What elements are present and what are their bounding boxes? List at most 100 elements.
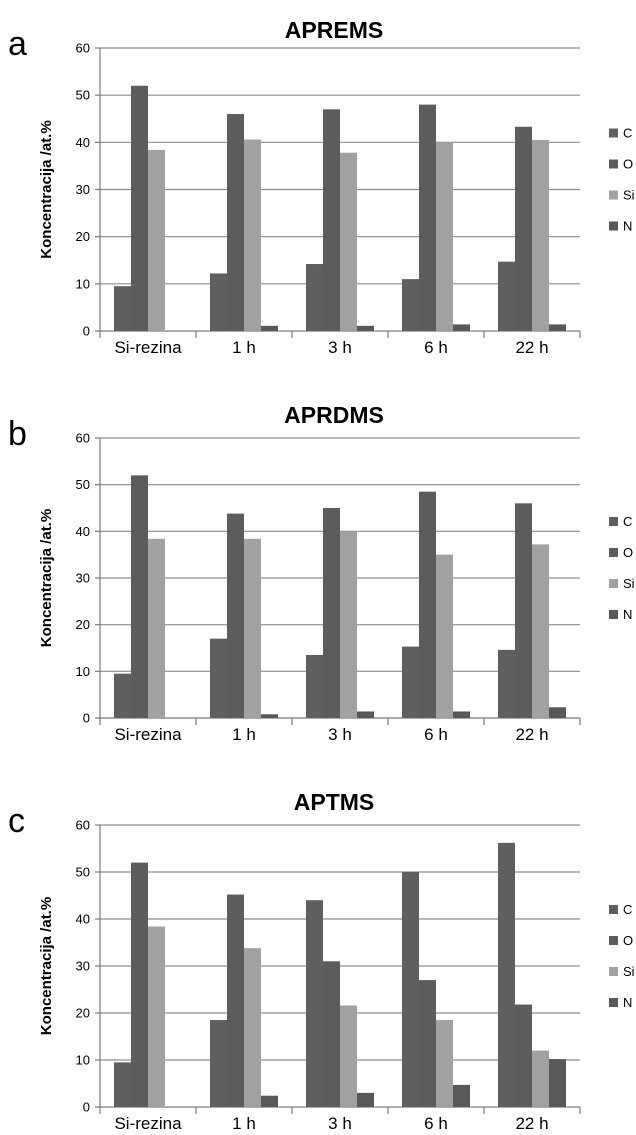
x-category-label: 6 h [424, 338, 448, 357]
legend-label-si: Si [623, 964, 635, 979]
bar-si-3 [436, 142, 453, 331]
y-tick-label: 50 [76, 88, 90, 103]
bar-c-4 [498, 842, 515, 1107]
chart-panel-a: APREMS a 0 10 20 30 40 50 60 Koncentracija /at.% S… [8, 17, 635, 357]
bar-o-2 [323, 508, 340, 718]
bar-si-0 [148, 149, 165, 331]
bar-n-4 [549, 324, 566, 331]
legend-label-o: O [623, 545, 633, 560]
bar-n-2 [357, 325, 374, 331]
bar-c-1 [210, 1020, 227, 1107]
bar-c-0 [114, 286, 131, 331]
bar-si-1 [244, 538, 261, 718]
bar-si-1 [244, 948, 261, 1107]
y-tick-label: 60 [76, 818, 90, 833]
bar-si-2 [340, 531, 357, 718]
bar-o-0 [131, 85, 148, 331]
bar-c-4 [498, 261, 515, 331]
bar-o-3 [419, 491, 436, 718]
panel-letter: c [8, 802, 25, 840]
legend-label-o: O [623, 157, 633, 172]
bar-o-0 [131, 862, 148, 1107]
legend-swatch-n [609, 221, 618, 231]
legend-swatch-n [609, 998, 618, 1007]
x-category-label: 1 h [232, 338, 256, 357]
y-tick-label: 40 [76, 524, 90, 539]
legend-label-c: C [623, 126, 632, 141]
bar-c-4 [498, 649, 515, 718]
bar-o-4 [515, 126, 532, 331]
legend-label-o: O [623, 933, 633, 948]
bar-si-4 [532, 139, 549, 331]
bar-si-0 [148, 538, 165, 718]
y-tick-label: 40 [76, 135, 90, 150]
y-tick-label: 20 [76, 229, 90, 244]
y-tick-label: 0 [83, 324, 90, 339]
bar-o-4 [515, 1004, 532, 1107]
x-category-label: 22 h [515, 338, 548, 357]
bar-c-3 [402, 646, 419, 718]
y-tick-label: 20 [76, 617, 90, 632]
bar-c-0 [114, 673, 131, 718]
y-axis-label: Koncentracija /at.% [38, 120, 55, 258]
chart-title: APTMS [294, 789, 375, 815]
bar-c-3 [402, 279, 419, 331]
bar-si-0 [148, 926, 165, 1107]
bar-c-2 [306, 655, 323, 718]
bar-o-2 [323, 961, 340, 1107]
x-category-label: 6 h [424, 1114, 448, 1133]
panel-letter: a [8, 25, 27, 63]
bar-c-2 [306, 900, 323, 1107]
y-tick-label: 50 [76, 865, 90, 880]
legend-swatch-si [609, 967, 618, 976]
y-tick-label: 30 [76, 182, 90, 197]
x-category-label: 1 h [232, 725, 256, 744]
chart-title: APRDMS [284, 402, 384, 428]
bar-c-1 [210, 273, 227, 331]
y-tick-label: 10 [76, 276, 90, 291]
legend-swatch-si [609, 190, 618, 200]
x-category-label: 22 h [515, 725, 548, 744]
legend-swatch-n [609, 610, 618, 619]
legend-label-n: N [623, 219, 632, 234]
legend-swatch-c [609, 128, 618, 138]
legend-label-n: N [623, 995, 632, 1010]
bar-c-2 [306, 264, 323, 331]
bar-o-4 [515, 503, 532, 718]
legend-label-c: C [623, 514, 632, 529]
y-tick-label: 60 [76, 41, 90, 56]
bar-n-4 [549, 707, 566, 718]
bar-n-2 [357, 1092, 374, 1107]
bar-o-3 [419, 104, 436, 331]
bar-n-4 [549, 1059, 566, 1107]
chart-panel-b: APRDMS b 0 10 20 30 40 50 60 Koncentracija /at.% S… [8, 402, 635, 744]
bar-si-1 [244, 139, 261, 331]
x-category-label: 1 h [232, 1114, 256, 1133]
bar-n-1 [261, 714, 278, 718]
y-tick-label: 30 [76, 571, 90, 586]
bar-n-1 [261, 1095, 278, 1107]
y-tick-label: 10 [76, 664, 90, 679]
bar-n-2 [357, 711, 374, 718]
bar-n-3 [453, 711, 470, 718]
y-tick-label: 30 [76, 959, 90, 974]
y-tick-label: 10 [76, 1053, 90, 1068]
y-tick-label: 20 [76, 1006, 90, 1021]
y-tick-label: 40 [76, 912, 90, 927]
x-category-label: 3 h [328, 338, 352, 357]
bar-c-1 [210, 638, 227, 718]
bar-o-3 [419, 980, 436, 1107]
bar-si-2 [340, 1005, 357, 1107]
legend-label-si: Si [623, 576, 635, 591]
bar-n-1 [261, 325, 278, 331]
legend-label-si: Si [623, 188, 635, 203]
legend-swatch-c [609, 905, 618, 914]
legend-label-n: N [623, 607, 632, 622]
bar-n-3 [453, 1084, 470, 1107]
bar-si-4 [532, 1050, 549, 1107]
bar-o-0 [131, 475, 148, 718]
bar-c-3 [402, 872, 419, 1107]
x-category-label: Si-rezina [114, 1114, 182, 1133]
legend-swatch-o [609, 548, 618, 557]
